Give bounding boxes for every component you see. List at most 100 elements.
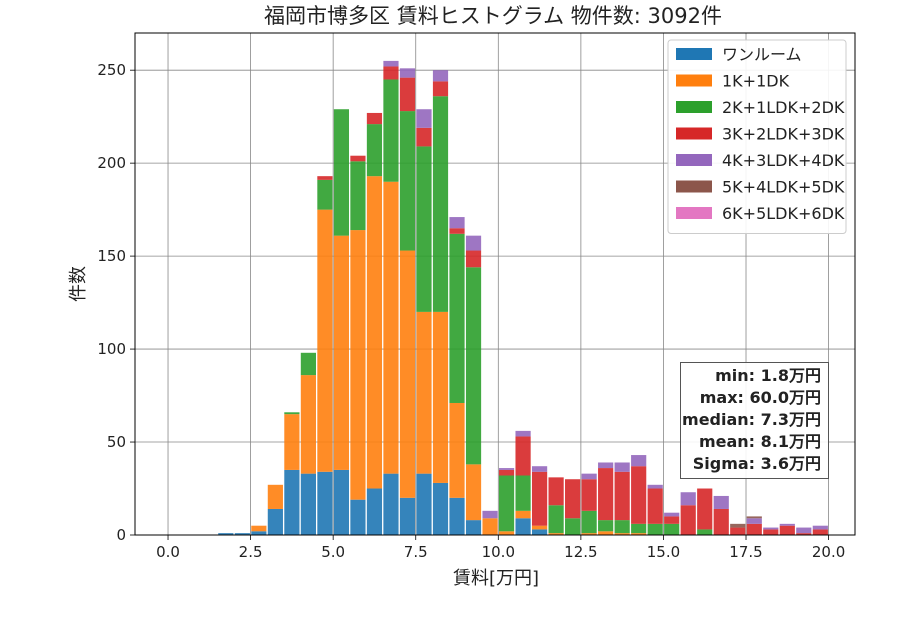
stat-max: max: 60.0万円 [699, 388, 821, 407]
bar-segment-4k-3ldk-4dk [631, 455, 647, 467]
bar-segment-2k-1ldk-2dk [465, 267, 482, 465]
bar-segment-4k-3ldk-4dk [746, 518, 762, 524]
bar-segment-1k-1dk [251, 525, 267, 532]
legend-label: 5K+4LDK+5DK [722, 178, 845, 197]
legend-swatch [676, 48, 712, 60]
legend-label: ワンルーム [722, 45, 802, 64]
stats-box: min: 1.8万円 max: 60.0万円 median: 7.3万円 mea… [680, 362, 829, 479]
bar-segment-1k-1dk [614, 533, 630, 535]
y-tick-label: 100 [97, 340, 126, 358]
bar-segment-ワンルーム [465, 520, 482, 535]
bar-segment-2k-1ldk-2dk [284, 412, 300, 415]
stat-sigma: Sigma: 3.6万円 [692, 454, 821, 473]
bar-segment-4k-3ldk-4dk [531, 466, 548, 472]
bar-segment-1k-1dk [399, 250, 416, 498]
bar-segment-1k-1dk [631, 533, 647, 535]
legend-label: 1K+1DK [722, 72, 790, 91]
y-axis-label: 件数 [68, 266, 89, 302]
bar-segment-ワンルーム [432, 482, 449, 535]
bar-segment-4k-3ldk-4dk [482, 510, 498, 519]
bar-segment-3k-2ldk-3dk [383, 66, 399, 80]
bar-segment-ワンルーム [399, 497, 416, 535]
bar-segment-1k-1dk [432, 311, 449, 483]
bar-segment-1k-1dk [284, 414, 300, 470]
bar-segment-3k-2ldk-3dk [680, 505, 696, 535]
bar-segment-4k-3ldk-4dk [763, 527, 779, 530]
bar-segment-3k-2ldk-3dk [647, 488, 663, 524]
bar-segment-3k-2ldk-3dk [350, 155, 366, 162]
bar-segment-4k-3ldk-4dk [664, 512, 680, 517]
bar-segment-4k-3ldk-4dk [498, 468, 515, 470]
bar-segment-ワンルーム [531, 529, 548, 535]
legend-swatch [676, 154, 712, 166]
x-tick-label: 15.0 [647, 543, 680, 561]
bar-segment-3k-2ldk-3dk [515, 436, 531, 476]
bar-segment-2k-1ldk-2dk [366, 124, 383, 177]
stat-min: min: 1.8万円 [715, 366, 821, 385]
legend-label: 3K+2LDK+3DK [722, 125, 845, 144]
bar-segment-3k-2ldk-3dk [399, 77, 416, 112]
bar-segment-2k-1ldk-2dk [317, 179, 333, 210]
bar-segment-5k-4ldk-5dk [746, 516, 762, 519]
bar-segment-1k-1dk [416, 311, 432, 474]
bar-segment-3k-2ldk-3dk [581, 479, 597, 511]
bar-segment-3k-2ldk-3dk [763, 529, 779, 535]
bar-segment-2k-1ldk-2dk [565, 518, 581, 535]
bar-segment-5k-4ldk-5dk [730, 523, 746, 528]
bar-segment-ワンルーム [317, 471, 333, 535]
y-tick-label: 150 [97, 247, 126, 265]
bar-segment-4k-3ldk-4dk [598, 462, 614, 469]
bar-segment-3k-2ldk-3dk [531, 471, 548, 526]
bars [218, 60, 828, 535]
bar-segment-4k-3ldk-4dk [465, 235, 482, 251]
bar-segment-ワンルーム [350, 499, 366, 535]
bar-segment-4k-3ldk-4dk [449, 217, 465, 229]
bar-segment-3k-2ldk-3dk [730, 527, 746, 535]
bar-segment-1k-1dk [498, 531, 515, 535]
bar-segment-4k-3ldk-4dk [647, 484, 663, 489]
bar-segment-4k-3ldk-4dk [581, 473, 597, 480]
bar-segment-1k-1dk [482, 518, 498, 535]
bar-segment-1k-1dk [267, 484, 283, 509]
bar-segment-3k-2ldk-3dk [746, 523, 762, 535]
bar-segment-4k-3ldk-4dk [614, 462, 630, 472]
chart-title: 福岡市博多区 賃料ヒストグラム 物件数: 3092件 [264, 4, 722, 28]
bar-segment-3k-2ldk-3dk [317, 176, 333, 180]
bar-segment-4k-3ldk-4dk [812, 525, 828, 530]
bar-segment-ワンルーム [383, 473, 399, 535]
bar-segment-3k-2ldk-3dk [366, 112, 383, 125]
bar-segment-ワンルーム [515, 518, 531, 535]
legend-swatch [676, 180, 712, 193]
x-tick-label: 7.5 [404, 543, 428, 561]
bar-segment-1k-1dk [317, 209, 333, 472]
bar-segment-3k-2ldk-3dk [796, 533, 812, 535]
bar-segment-1k-1dk [515, 510, 531, 519]
bar-segment-4k-3ldk-4dk [432, 70, 449, 82]
bar-segment-1k-1dk [366, 176, 383, 489]
legend-label: 2K+1LDK+2DK [722, 98, 845, 117]
y-tick-label: 50 [107, 433, 126, 451]
bar-segment-1k-1dk [581, 533, 597, 535]
bar-segment-3k-2ldk-3dk [631, 466, 647, 524]
x-tick-label: 17.5 [729, 543, 762, 561]
bar-segment-2k-1ldk-2dk [432, 96, 449, 312]
bar-segment-2k-1ldk-2dk [383, 79, 399, 182]
legend-swatch [676, 101, 712, 113]
bar-segment-ワンルーム [284, 469, 300, 535]
legend-label: 6K+5LDK+6DK [722, 204, 845, 223]
bar-segment-3k-2ldk-3dk [713, 508, 729, 535]
bar-segment-4k-3ldk-4dk [779, 523, 795, 526]
bar-segment-3k-2ldk-3dk [449, 228, 465, 234]
bar-segment-3k-2ldk-3dk [697, 488, 713, 530]
x-tick-label: 12.5 [564, 543, 597, 561]
bar-segment-4k-3ldk-4dk [399, 68, 416, 78]
bar-segment-2k-1ldk-2dk [598, 520, 614, 532]
bar-segment-ワンルーム [218, 533, 234, 535]
bar-segment-3k-2ldk-3dk [565, 479, 581, 519]
y-tick-label: 0 [116, 526, 126, 544]
legend-swatch [676, 127, 712, 140]
bar-segment-2k-1ldk-2dk [647, 523, 663, 535]
bar-segment-4k-3ldk-4dk [515, 430, 531, 437]
bar-segment-3k-2ldk-3dk [465, 250, 482, 268]
